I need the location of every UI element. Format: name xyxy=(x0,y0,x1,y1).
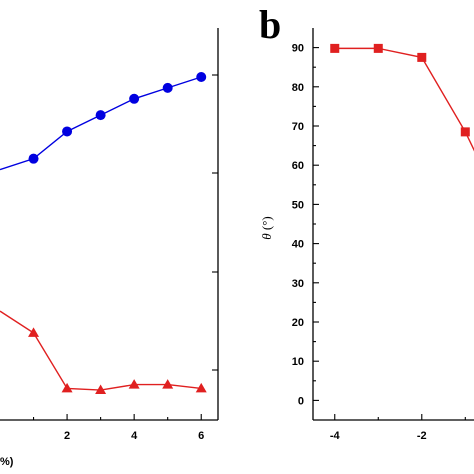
panel-a-data-point xyxy=(28,153,39,164)
panel-a-data-point xyxy=(61,382,73,393)
panel-a-data-point xyxy=(62,126,73,137)
panel-b-x-tick-label: -2 xyxy=(417,430,427,442)
panel-a-x-tick-label: 2 xyxy=(64,430,70,442)
panel-a-data-point xyxy=(128,379,140,389)
panel-b-y-tick-label: 70 xyxy=(292,121,304,133)
panel-b-y-tick-label: 60 xyxy=(292,160,304,172)
panel-b-y-tick-label: 20 xyxy=(292,317,304,329)
panel-a-series-line xyxy=(0,310,202,391)
panel-b-x-tick-label: -4 xyxy=(330,430,341,442)
panel-b-data-point xyxy=(373,43,383,53)
panel-b-y-tick-label: 0 xyxy=(298,395,304,407)
panel-a-xlabel: %) xyxy=(0,456,14,468)
panel-a-data-point xyxy=(95,110,106,121)
panel-a-data-point xyxy=(195,382,207,393)
panel-a-x-tick-label: 6 xyxy=(198,430,204,442)
panel-b-y-tick-label: 90 xyxy=(292,43,304,55)
panel-b-series-line xyxy=(334,47,474,152)
panel-b-ylabel: θ (°) xyxy=(259,216,274,240)
panel-b-y-tick-label: 10 xyxy=(292,356,304,368)
panel-a-data-point xyxy=(196,72,207,82)
panel-b-ylabel-unit: (°) xyxy=(259,216,274,233)
panel-b-ylabel-theta: θ xyxy=(259,233,274,240)
panel-a-data-point xyxy=(28,327,40,337)
panel-a-data-point xyxy=(95,384,107,395)
panel-b-y-tick-label: 40 xyxy=(292,239,304,251)
panel-b-data-point xyxy=(460,127,470,137)
panel-b-data-point xyxy=(417,52,427,62)
panel-b-y-tick-label: 80 xyxy=(292,82,304,94)
panel-b-data-point xyxy=(330,43,340,53)
panel-a-data-point xyxy=(162,82,173,93)
panel-b-letter: b xyxy=(259,2,281,47)
panel-a: 2 4 6 %) xyxy=(0,28,219,468)
panel-a-data-point xyxy=(129,93,140,104)
panel-a-data-point xyxy=(162,379,174,389)
panel-b: b θ (°) 0 10 20 30 40 50 60 70 80 90 -4 -2 xyxy=(259,2,474,442)
panel-b-y-tick-label: 50 xyxy=(292,199,304,211)
panel-b-y-tick-label: 30 xyxy=(292,278,304,290)
panel-a-x-tick-label: 4 xyxy=(131,430,138,442)
